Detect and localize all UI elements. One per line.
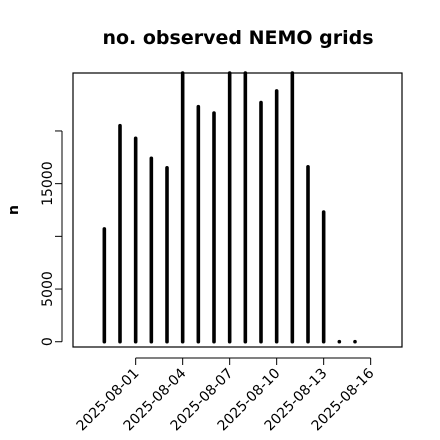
bar-point [353,339,357,344]
bar-point [337,339,342,344]
y-axis-title: n [6,205,22,215]
y-tick-label: 5000 [40,271,56,307]
y-tick-label: 0 [40,337,56,346]
plot-frame [72,72,403,348]
chart-title: no. observed NEMO grids [102,27,373,49]
bars-layer [102,71,357,344]
y-tick-label: 15000 [40,161,56,206]
y-axis: 0 5000 15000 [40,130,63,346]
x-axis: 2025-08-012025-08-042025-08-072025-08-10… [74,357,378,434]
